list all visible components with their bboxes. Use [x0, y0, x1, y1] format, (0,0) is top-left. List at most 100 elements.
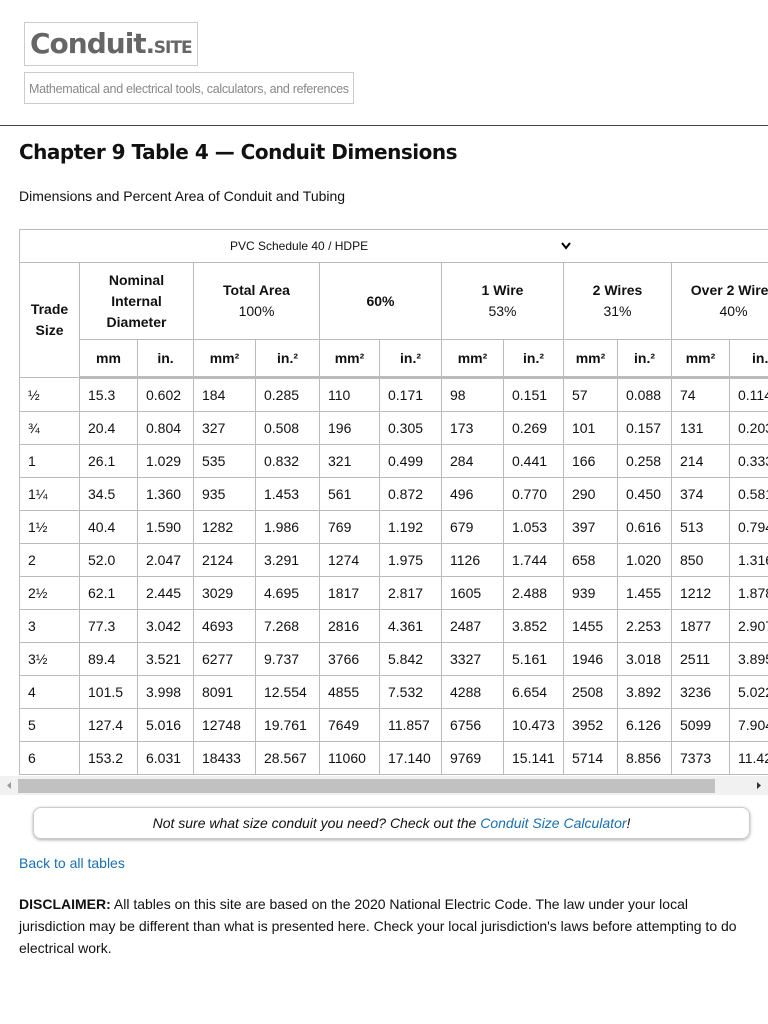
cell: 1.020	[617, 543, 672, 577]
cell: 4.695	[255, 576, 320, 610]
cell: 0.450	[617, 477, 672, 511]
cell: 214	[671, 444, 730, 478]
cell: 1126	[441, 543, 504, 577]
data-row: 1 26.1 1.029 535 0.832 321 0.499 284 0.441 166 0.2…	[19, 444, 768, 478]
cell: 3.291	[255, 543, 320, 577]
scroll-arrows[interactable]	[0, 776, 768, 795]
cell: 2816	[319, 609, 380, 643]
dropdown-arrow[interactable]	[561, 241, 571, 250]
group-title: 1 Wire	[481, 282, 524, 298]
cell: ¾	[19, 411, 80, 445]
group-subtitle: 53%	[488, 303, 517, 319]
logo[interactable]: Conduit.site	[24, 22, 198, 66]
cell: 2.907	[728, 609, 768, 643]
cell: 173	[441, 411, 504, 445]
cell: 850	[671, 543, 730, 577]
data-row: 4 101.5 3.998 8091 12.554 4855 7.532 4288 6.654 2…	[19, 675, 768, 709]
cell: 0.616	[617, 510, 672, 544]
header-row: Trade Size Nominal Internal Diameter Total…	[19, 262, 768, 378]
cell: 101.5	[79, 675, 138, 709]
cell: 5.022	[728, 675, 768, 709]
cell: 1	[19, 444, 80, 478]
unit-header: in.²	[503, 339, 564, 379]
note-box: Not sure what size conduit you need? Che…	[33, 807, 750, 839]
cell: 3.521	[137, 642, 194, 676]
data-row: 2½ 62.1 2.445 3029 4.695 1817 2.817 1605 2.488 93…	[19, 576, 768, 610]
cell: 127.4	[79, 708, 138, 742]
logo-suffix[interactable]: .site	[145, 31, 193, 59]
cell: 3766	[319, 642, 380, 676]
data-row: ½ 15.3 0.602 184 0.285 110 0.171 98 0.151 57 0.088…	[19, 377, 768, 412]
cell: 0.872	[379, 477, 442, 511]
cell: 0.508	[255, 411, 320, 445]
cell: 290	[563, 477, 618, 511]
cell: 12748	[193, 708, 256, 742]
cell: 4288	[441, 675, 504, 709]
cell: 4855	[319, 675, 380, 709]
cell: 1.455	[617, 576, 672, 610]
cell: 11.427	[728, 741, 768, 775]
cell: 15.3	[79, 377, 138, 412]
cell: 2.253	[617, 609, 672, 643]
cell: 2511	[671, 642, 730, 676]
cell: 769	[319, 510, 380, 544]
cell: 2124	[193, 543, 256, 577]
group-title: 60%	[366, 292, 395, 309]
cell: 28.567	[255, 741, 320, 775]
disclaimer-text: All tables on this site are based on the…	[19, 896, 737, 956]
cell: 0.499	[379, 444, 442, 478]
cell: 1.986	[255, 510, 320, 544]
cell: 19.761	[255, 708, 320, 742]
cell: 1.029	[137, 444, 194, 478]
cell: 3952	[563, 708, 618, 742]
cell: 5.161	[503, 642, 564, 676]
cell: 0.581	[728, 477, 768, 511]
cell: 0.794	[728, 510, 768, 544]
cell: 26.1	[79, 444, 138, 478]
unit-header: in.²	[617, 339, 672, 379]
unit-header: in.²	[728, 339, 768, 379]
data-row: 6 153.2 6.031 18433 28.567 11060 17.140 9769 15.…	[19, 741, 768, 775]
group-title: 2 Wires	[592, 282, 643, 298]
cell: 3.892	[617, 675, 672, 709]
cell: 89.4	[79, 642, 138, 676]
cell: 679	[441, 510, 504, 544]
cell: 3327	[441, 642, 504, 676]
cell: 0.285	[255, 377, 320, 412]
cell: 1.453	[255, 477, 320, 511]
group-subtitle: 100%	[238, 303, 275, 319]
cell: 7.532	[379, 675, 442, 709]
page-subtitle: Dimensions and Percent Area of Conduit a…	[19, 188, 346, 204]
unit-header: mm²	[671, 339, 730, 379]
selector-value[interactable]: PVC Schedule 40 / HDPE	[230, 238, 369, 253]
data-row: 5 127.4 5.016 12748 19.761 7649 11.857 6756 10.4…	[19, 708, 768, 742]
group-title: Trade Size	[30, 301, 69, 338]
cell: 0.114	[728, 377, 768, 412]
cell: 0.258	[617, 444, 672, 478]
cell: 1½	[19, 510, 80, 544]
cell: 2.445	[137, 576, 194, 610]
cell: 3029	[193, 576, 256, 610]
cell: 561	[319, 477, 380, 511]
cell: 1.744	[503, 543, 564, 577]
cell: 9769	[441, 741, 504, 775]
cell: 1817	[319, 576, 380, 610]
logo-main[interactable]: Conduit	[30, 27, 147, 60]
cell: 2.047	[137, 543, 194, 577]
back-link[interactable]: Back to all tables	[19, 855, 125, 871]
cell: 2.488	[503, 576, 564, 610]
table-selector[interactable]: PVC Schedule 40 / HDPE	[229, 236, 576, 256]
tagline: Mathematical and electrical tools, calcu…	[24, 72, 354, 104]
cell: 1.590	[137, 510, 194, 544]
cell: 0.088	[617, 377, 672, 412]
disclaimer-label: DISCLAIMER:	[19, 896, 111, 912]
calculator-link[interactable]: Conduit Size Calculator	[480, 815, 627, 831]
cell: 658	[563, 543, 618, 577]
cell: 11060	[319, 741, 380, 775]
cell: 98	[441, 377, 504, 412]
cell: 1212	[671, 576, 730, 610]
scrollbar-thumb[interactable]	[18, 779, 715, 793]
cell: 0.157	[617, 411, 672, 445]
